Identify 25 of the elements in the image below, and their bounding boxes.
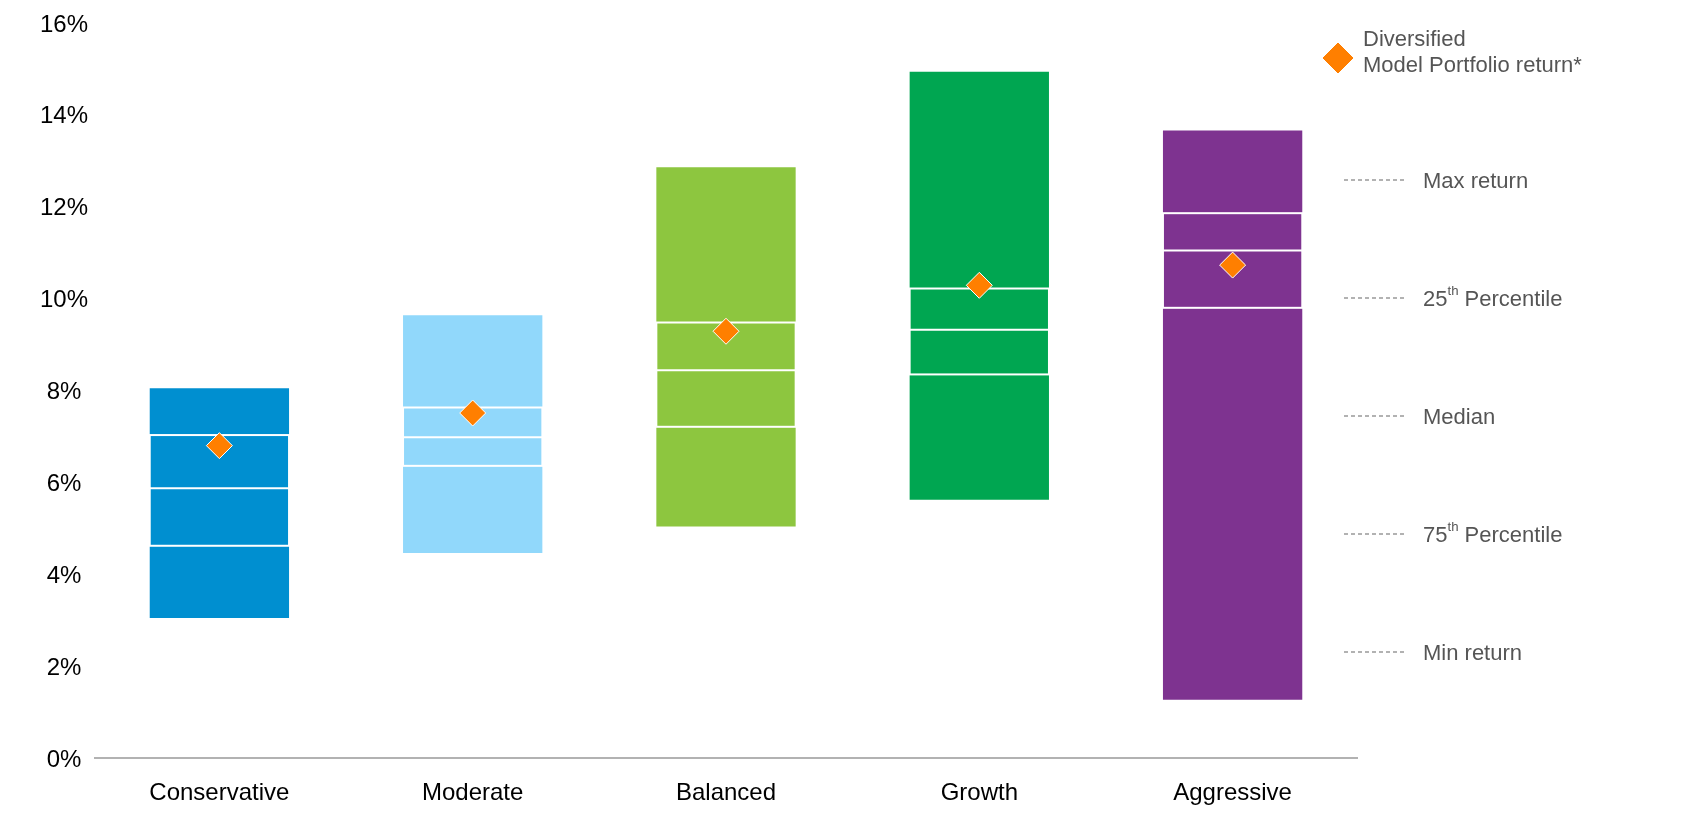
y-tick-label: 10%	[39, 285, 89, 313]
x-tick-label: Growth	[940, 778, 1018, 805]
y-tick-label: 14%	[39, 101, 89, 129]
text: 75$^{th}$ Percentile	[1423, 519, 1563, 547]
x-tick-label: Moderate	[422, 778, 524, 805]
x-tick-label: Aggressive	[1173, 778, 1292, 805]
y-tick-label: 0%	[46, 744, 82, 772]
text: Median	[1423, 403, 1496, 429]
y-tick-label: 2%	[46, 652, 82, 680]
x-tick-label: Conservative	[149, 778, 290, 805]
y-tick-label: 6%	[46, 468, 82, 496]
point	[712, 317, 740, 345]
legend-label: Diversified Model Portfolio return*	[1363, 26, 1583, 77]
x-tick-label: Balanced	[675, 778, 777, 805]
text: Min return	[1423, 639, 1523, 665]
y-tick-label: 4%	[46, 560, 82, 588]
y-tick-label: 8%	[46, 377, 82, 404]
point	[459, 399, 487, 427]
text: Max return	[1423, 167, 1529, 193]
point	[205, 432, 233, 460]
y-tick-label: 12%	[39, 193, 89, 221]
point	[965, 271, 993, 299]
y-tick-label: 16%	[39, 9, 89, 37]
point	[1219, 251, 1247, 279]
text: 25$^{th}$ Percentile	[1423, 283, 1563, 311]
